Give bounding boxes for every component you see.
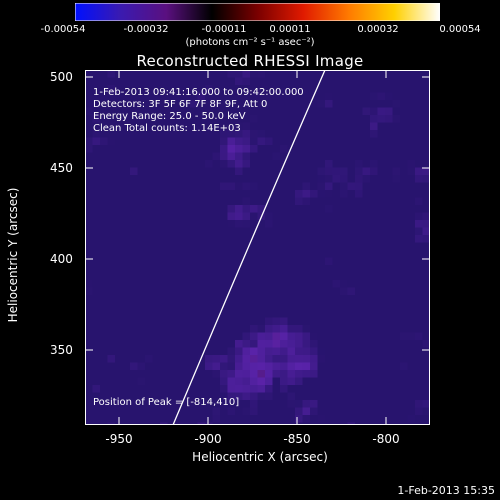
- info-detectors: Detectors: 3F 5F 6F 7F 8F 9F, Att 0: [93, 99, 268, 110]
- colorbar: [75, 3, 440, 21]
- plot-frame: [85, 70, 430, 425]
- x-tick: -850: [283, 432, 311, 446]
- rhessi-image-plot: 1-Feb-2013 09:41:16.000 to 09:42:00.000 …: [85, 70, 430, 425]
- info-time: 1-Feb-2013 09:41:16.000 to 09:42:00.000: [93, 87, 304, 98]
- info-energy: Energy Range: 25.0 - 50.0 keV: [93, 111, 246, 122]
- info-clean: Clean Total counts: 1.14E+03: [93, 123, 241, 134]
- y-axis-label: Heliocentric Y (arcsec): [6, 187, 20, 323]
- colorbar-tick: -0.00032: [123, 24, 169, 35]
- x-tick: -950: [105, 432, 133, 446]
- solar-limb-curve: [172, 70, 326, 425]
- plot-timestamp: 1-Feb-2013 15:35: [397, 484, 495, 497]
- rhessi-image: [85, 70, 430, 425]
- colorbar-tick: 0.00032: [357, 24, 399, 35]
- x-tick: -800: [372, 432, 400, 446]
- colorbar-tick: 0.00054: [439, 24, 481, 35]
- y-tick: 350: [50, 343, 73, 357]
- x-axis-label: Heliocentric X (arcsec): [192, 450, 328, 464]
- y-tick: 450: [50, 161, 73, 175]
- x-tick: -900: [194, 432, 222, 446]
- colorbar-tick: 0.00011: [269, 24, 311, 35]
- y-tick: 500: [50, 70, 73, 84]
- peak-position: Position of Peak = [-814,410]: [93, 397, 240, 408]
- plot-title: Reconstructed RHESSI Image: [136, 52, 364, 70]
- colorbar-tick: -0.00054: [40, 24, 86, 35]
- colorbar-units: (photons cm⁻² s⁻¹ asec⁻²): [185, 37, 315, 48]
- colorbar-tick: -0.00011: [201, 24, 247, 35]
- y-tick: 400: [50, 252, 73, 266]
